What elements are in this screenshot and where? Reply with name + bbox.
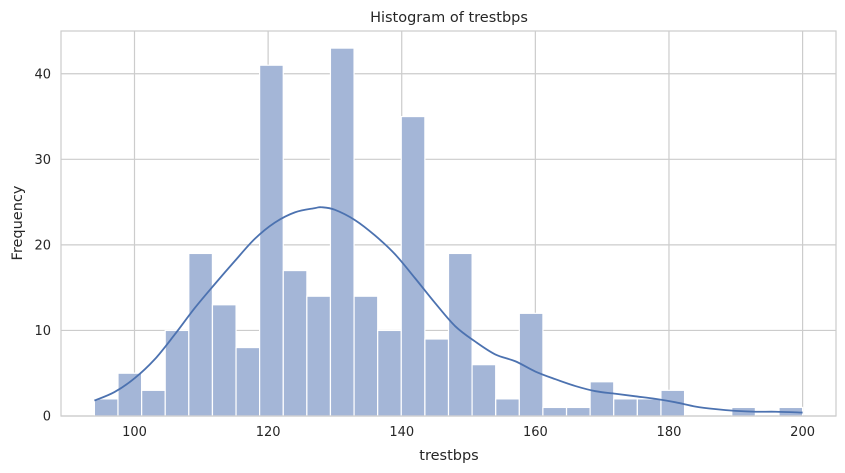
histogram-bar <box>589 381 615 417</box>
x-tick-label: 160 <box>523 425 548 440</box>
histogram-bars <box>93 47 804 417</box>
y-axis-label: Frequency <box>10 185 26 260</box>
chart-title: Histogram of trestbps <box>370 10 528 26</box>
y-tick-label: 0 <box>43 410 51 425</box>
histogram-bar <box>282 269 308 417</box>
histogram-bar <box>542 406 568 417</box>
y-tick-label: 40 <box>34 67 51 82</box>
x-tick-labels: 100 120 140 160 180 200 <box>122 425 815 440</box>
histogram-bar <box>211 304 237 417</box>
histogram-bar <box>613 398 638 417</box>
y-tick-label: 10 <box>34 324 51 339</box>
y-tick-labels: 0 10 20 30 40 <box>34 67 51 424</box>
x-axis-label: trestbps <box>419 448 478 464</box>
y-tick-label: 30 <box>34 153 51 168</box>
histogram-bar <box>424 338 450 417</box>
histogram-bar <box>141 389 166 417</box>
histogram-bar <box>259 64 284 417</box>
x-tick-label: 200 <box>790 425 815 440</box>
x-tick-label: 120 <box>256 425 281 440</box>
histogram-bar <box>235 346 261 417</box>
histogram-bar <box>188 252 214 417</box>
y-tick-label: 20 <box>34 238 51 253</box>
x-tick-label: 180 <box>657 425 682 440</box>
x-tick-label: 100 <box>122 425 147 440</box>
histogram-bar <box>377 329 402 417</box>
plot-frame <box>60 30 837 417</box>
kde-curve <box>94 206 803 414</box>
histogram-bar <box>471 364 497 417</box>
histogram-bar <box>329 47 355 417</box>
histogram-bar <box>636 398 662 417</box>
histogram-bar <box>117 372 143 417</box>
histogram-bar <box>353 295 379 417</box>
histogram-bar <box>447 252 473 417</box>
histogram-bar <box>93 398 119 417</box>
histogram-bar <box>495 398 520 417</box>
histogram-bar <box>306 295 332 417</box>
x-tick-label: 140 <box>389 425 414 440</box>
histogram-bar <box>565 406 591 417</box>
